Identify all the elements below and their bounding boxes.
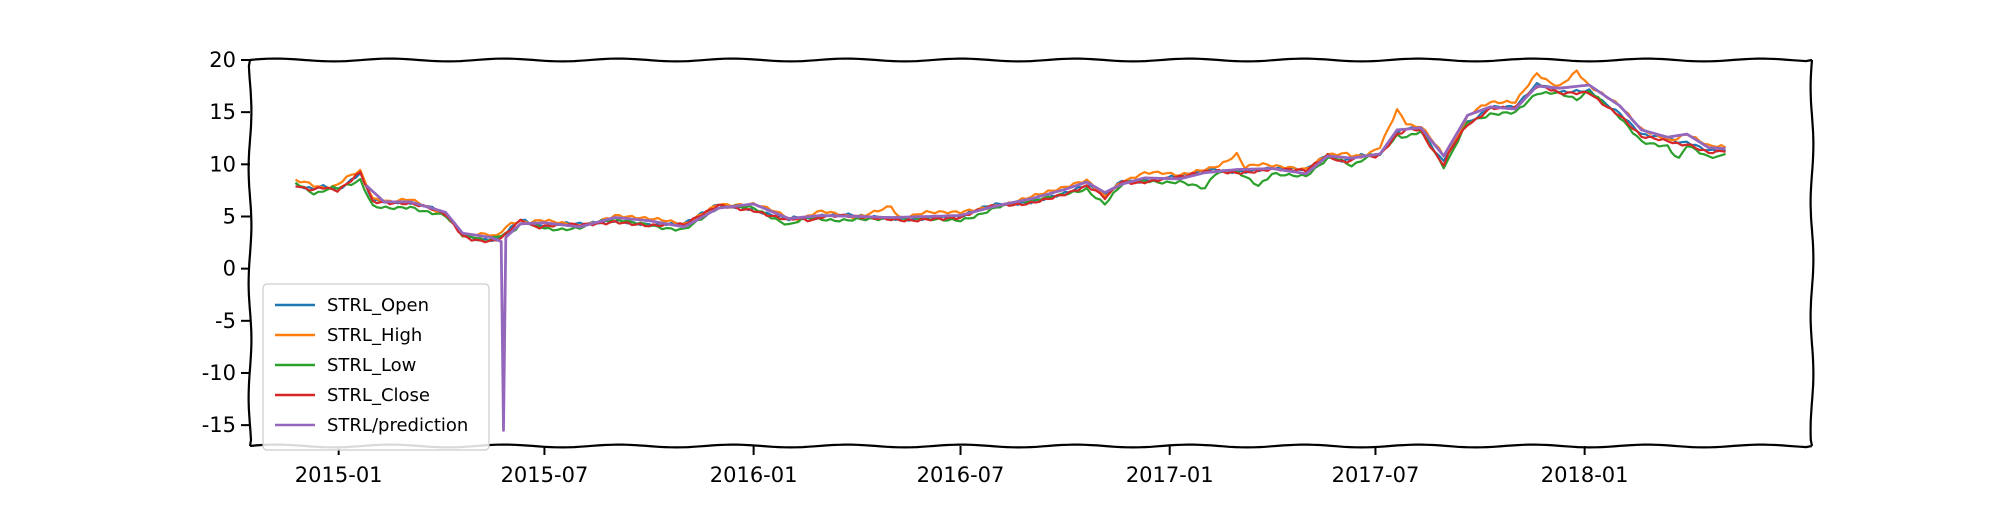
x-tick-label: 2015-01 (295, 463, 383, 487)
x-tick-label: 2017-07 (1332, 463, 1420, 487)
x-tick-label: 2017-01 (1126, 463, 1214, 487)
y-tick-label: -10 (202, 361, 236, 385)
y-tick-label: 10 (209, 152, 236, 176)
y-tick-label: -5 (215, 309, 236, 333)
legend: STRL_Open STRL_High STRL_Low STRL_Close STRL… (262, 283, 490, 451)
series-line-strl-low (294, 90, 1726, 244)
series-line-strl-high (294, 69, 1727, 238)
series-line-strl-open (294, 81, 1726, 242)
x-tick-label: 2016-01 (710, 463, 798, 487)
legend-label: STRL_High (327, 325, 422, 346)
legend-label: STRL_Open (327, 295, 429, 316)
y-tick-label: -15 (202, 413, 236, 437)
legend-label: STRL/prediction (327, 415, 468, 436)
axis-layer: -15 -10 -5 0 5 10 15 20 2015-01 2015-07 2016-01 201… (202, 48, 1629, 487)
series-layer (294, 69, 1727, 432)
legend-box (262, 283, 490, 451)
plot-frame (247, 57, 1815, 449)
legend-label: STRL_Close (327, 385, 430, 406)
y-tick-label: 5 (223, 204, 236, 228)
x-tick-label: 2015-07 (501, 463, 589, 487)
x-tick-label: 2018-01 (1541, 463, 1629, 487)
y-tick-label: 0 (223, 257, 236, 281)
y-tick-label: 20 (209, 48, 236, 72)
y-tick-label: 15 (209, 100, 236, 124)
legend-label: STRL_Low (327, 355, 416, 376)
x-tick-label: 2016-07 (917, 463, 1005, 487)
series-line-strl-prediction (365, 83, 1726, 432)
